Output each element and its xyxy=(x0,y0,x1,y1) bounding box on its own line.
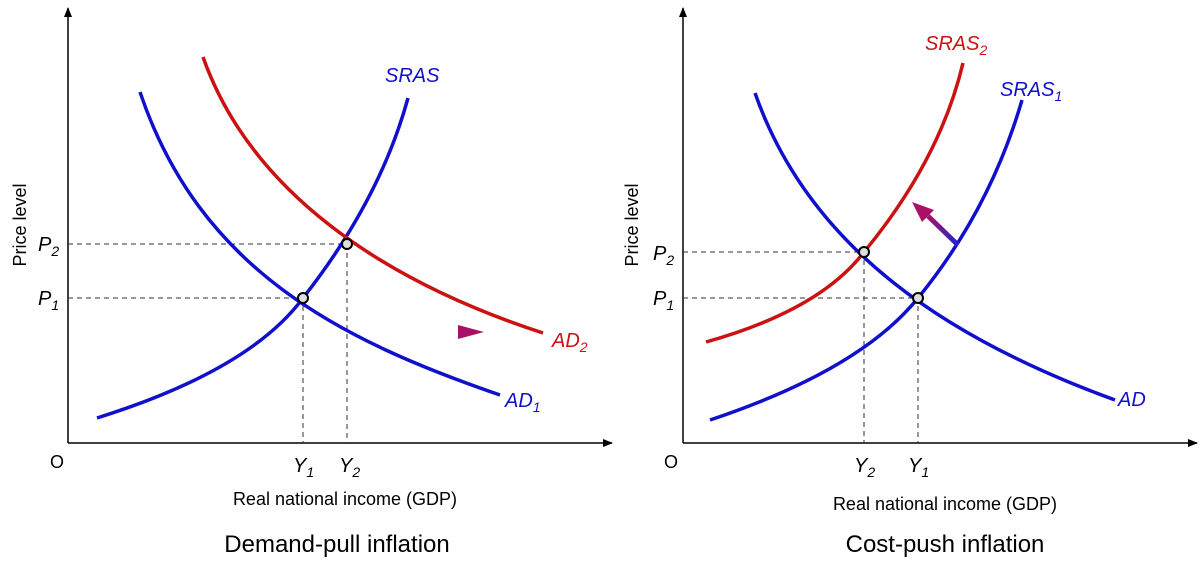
y-axis-label: Price level xyxy=(622,183,642,266)
sras-curve xyxy=(705,62,965,344)
label-sub: 1 xyxy=(306,464,314,480)
label-sub: 1 xyxy=(921,464,929,480)
origin-label: O xyxy=(664,452,678,472)
curve-label-sub: 2 xyxy=(978,42,987,58)
curve-label-text: AD xyxy=(504,390,533,412)
curve-label-text: AD xyxy=(1117,389,1146,411)
curve-label-text: SRAS xyxy=(1000,79,1055,101)
price-label: P2 xyxy=(653,243,674,268)
panel-left: SRAS AD1 AD2 P1 P2 Y1 Y2 O Real national… xyxy=(10,7,613,558)
label-sub: 2 xyxy=(866,464,875,480)
label-sub: 2 xyxy=(351,464,360,480)
ad-curve xyxy=(753,92,1116,402)
income-label: Y2 xyxy=(854,455,875,480)
income-label: Y1 xyxy=(293,455,314,480)
equilibrium-point xyxy=(858,246,870,258)
label-text: P xyxy=(38,234,52,256)
curve-label: SRAS xyxy=(385,65,440,87)
ad-curve xyxy=(201,56,544,335)
income-label: Y2 xyxy=(339,455,360,480)
price-label: P1 xyxy=(38,288,59,313)
income-label: Y1 xyxy=(908,455,929,480)
price-label: P1 xyxy=(653,288,674,313)
curve-label: SRAS1 xyxy=(1000,79,1062,104)
label-text: Y xyxy=(854,455,869,477)
label-text: P xyxy=(653,288,667,310)
label-sub: 2 xyxy=(50,243,59,259)
x-axis-label: Real national income (GDP) xyxy=(233,489,457,509)
curve-label-sub: 2 xyxy=(579,339,588,355)
curve-label: AD xyxy=(1117,389,1146,411)
curve-label-text: AD xyxy=(551,330,580,352)
curve-label: AD2 xyxy=(551,330,588,355)
shift-arrow xyxy=(926,214,960,247)
panel-title: Cost-push inflation xyxy=(846,531,1045,558)
panel-right: SRAS2 SRAS1 AD P2 P1 Y2 Y1 O Real nation… xyxy=(622,7,1198,558)
label-text: P xyxy=(653,243,667,265)
x-axis-label: Real national income (GDP) xyxy=(833,494,1057,514)
guide-line xyxy=(683,297,919,443)
curve-label: AD1 xyxy=(504,390,541,415)
label-sub: 2 xyxy=(665,252,674,268)
label-sub: 1 xyxy=(51,297,59,313)
shift-arrow-head xyxy=(458,325,484,339)
curve-label-text: SRAS xyxy=(385,65,440,87)
curve-label: SRAS2 xyxy=(925,33,987,58)
guide-line xyxy=(68,297,304,443)
label-sub: 1 xyxy=(666,297,674,313)
shift-arrow-head xyxy=(912,202,934,222)
label-text: Y xyxy=(293,455,308,477)
ad-curve xyxy=(138,91,501,397)
curve-label-sub: 1 xyxy=(1054,88,1062,104)
label-text: Y xyxy=(908,455,923,477)
equilibrium-point xyxy=(341,238,353,250)
equilibrium-point xyxy=(912,292,924,304)
panel-title: Demand-pull inflation xyxy=(224,531,449,558)
equilibrium-point xyxy=(297,292,309,304)
curve-label-sub: 1 xyxy=(533,399,541,415)
curve-label-text: SRAS xyxy=(925,33,980,55)
label-text: Y xyxy=(339,455,354,477)
origin-label: O xyxy=(50,452,64,472)
label-text: P xyxy=(38,288,52,310)
y-axis-label: Price level xyxy=(10,183,30,266)
price-label: P2 xyxy=(38,234,59,259)
